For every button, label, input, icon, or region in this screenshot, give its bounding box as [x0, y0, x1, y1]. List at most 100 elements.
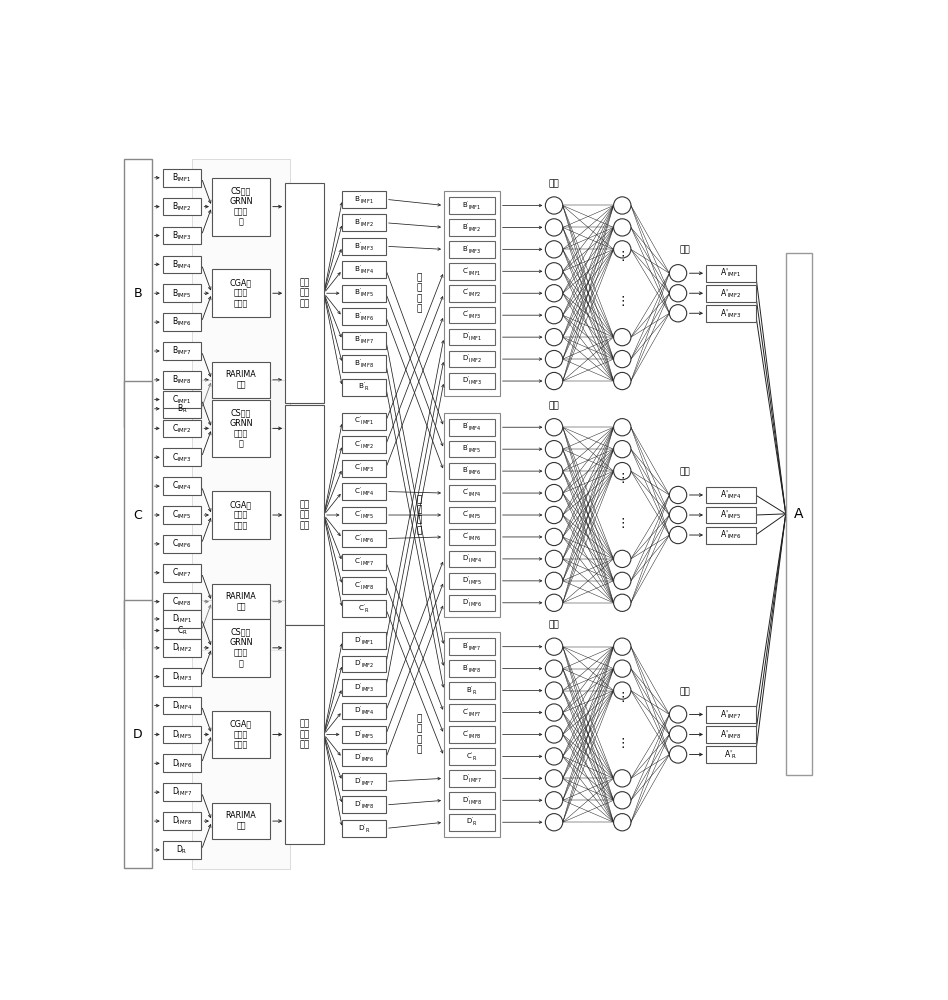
- Circle shape: [613, 462, 631, 480]
- Circle shape: [545, 594, 563, 611]
- Text: $\mathregular{D'}$$_{\mathregular{IMF8}}$: $\mathregular{D'}$$_{\mathregular{IMF8}}…: [462, 794, 482, 807]
- Circle shape: [545, 462, 563, 480]
- FancyBboxPatch shape: [163, 391, 201, 408]
- Text: $\mathregular{C'}$$_{\mathregular{IMF7}}$: $\mathregular{C'}$$_{\mathregular{IMF7}}…: [463, 706, 482, 719]
- Circle shape: [613, 350, 631, 368]
- Text: $\mathregular{D}$$_{\mathregular{IMF3}}$: $\mathregular{D}$$_{\mathregular{IMF3}}$: [172, 670, 192, 683]
- Text: $\mathregular{B}$$_{\mathregular{IMF4}}$: $\mathregular{B}$$_{\mathregular{IMF4}}$: [173, 258, 191, 271]
- FancyBboxPatch shape: [444, 413, 500, 617]
- Text: $\mathregular{B}$$_{\mathregular{IMF5}}$: $\mathregular{B}$$_{\mathregular{IMF5}}$: [173, 287, 191, 300]
- FancyBboxPatch shape: [444, 632, 500, 837]
- FancyBboxPatch shape: [163, 400, 201, 418]
- FancyBboxPatch shape: [342, 796, 386, 813]
- Text: $\mathregular{D}$$_{\mathregular{R}}$: $\mathregular{D}$$_{\mathregular{R}}$: [176, 844, 188, 856]
- Text: A'$_{\rm IMF6}$: A'$_{\rm IMF6}$: [720, 529, 741, 541]
- FancyBboxPatch shape: [342, 355, 386, 372]
- FancyBboxPatch shape: [342, 656, 386, 672]
- Text: ⋮: ⋮: [616, 737, 629, 750]
- FancyBboxPatch shape: [342, 238, 386, 255]
- Circle shape: [545, 372, 563, 390]
- FancyBboxPatch shape: [448, 814, 495, 831]
- Circle shape: [613, 814, 631, 831]
- FancyBboxPatch shape: [163, 506, 201, 524]
- Text: $\mathregular{C'}$$_{\mathregular{IMF5}}$: $\mathregular{C'}$$_{\mathregular{IMF5}}…: [355, 509, 374, 521]
- Text: $\mathregular{B'}$$_{\mathregular{IMF5}}$: $\mathregular{B'}$$_{\mathregular{IMF5}}…: [463, 443, 482, 455]
- FancyBboxPatch shape: [342, 413, 386, 430]
- Text: CGA优
化相关
向量机: CGA优 化相关 向量机: [229, 278, 252, 308]
- Text: $\mathregular{B}$$_{\mathregular{IMF6}}$: $\mathregular{B}$$_{\mathregular{IMF6}}$: [173, 316, 191, 328]
- Text: $\mathregular{C'}$$_{\mathregular{IMF1}}$: $\mathregular{C'}$$_{\mathregular{IMF1}}…: [463, 265, 482, 278]
- FancyBboxPatch shape: [342, 530, 386, 547]
- Circle shape: [545, 307, 563, 324]
- FancyBboxPatch shape: [163, 639, 201, 657]
- Text: $\mathregular{B'}$$_{\mathregular{IMF7}}$: $\mathregular{B'}$$_{\mathregular{IMF7}}…: [463, 640, 482, 653]
- Text: $\mathregular{C'}$$_{\mathregular{IMF8}}$: $\mathregular{C'}$$_{\mathregular{IMF8}}…: [462, 728, 482, 741]
- Text: $\mathregular{B'}$$_{\mathregular{IMF5}}$: $\mathregular{B'}$$_{\mathregular{IMF5}}…: [355, 287, 374, 299]
- Text: 超前
多步
预测: 超前 多步 预测: [300, 720, 310, 749]
- FancyBboxPatch shape: [448, 726, 495, 743]
- Text: 低
频
序
列: 低 频 序 列: [416, 714, 422, 755]
- FancyBboxPatch shape: [342, 483, 386, 500]
- Circle shape: [613, 550, 631, 568]
- FancyBboxPatch shape: [163, 256, 201, 273]
- FancyBboxPatch shape: [163, 313, 201, 331]
- Text: $\mathregular{C'}$$_{\mathregular{IMF2}}$: $\mathregular{C'}$$_{\mathregular{IMF2}}…: [463, 287, 482, 299]
- FancyBboxPatch shape: [163, 610, 201, 628]
- Circle shape: [613, 329, 631, 346]
- Circle shape: [613, 572, 631, 589]
- Text: C: C: [134, 509, 142, 522]
- Text: ⋮: ⋮: [616, 295, 629, 308]
- FancyBboxPatch shape: [706, 746, 756, 763]
- Circle shape: [613, 792, 631, 809]
- FancyBboxPatch shape: [342, 436, 386, 453]
- Circle shape: [669, 285, 686, 302]
- Text: $\mathregular{C'}$$_{\mathregular{IMF2}}$: $\mathregular{C'}$$_{\mathregular{IMF2}}…: [355, 438, 374, 451]
- FancyBboxPatch shape: [163, 227, 201, 244]
- Text: RARIMA
模型: RARIMA 模型: [226, 592, 256, 611]
- FancyBboxPatch shape: [448, 770, 495, 787]
- FancyBboxPatch shape: [285, 183, 324, 403]
- FancyBboxPatch shape: [212, 711, 270, 758]
- FancyBboxPatch shape: [163, 535, 201, 553]
- Text: A'$_{\rm IMF7}$: A'$_{\rm IMF7}$: [720, 708, 741, 721]
- Text: $\mathregular{D}$$_{\mathregular{IMF4}}$: $\mathregular{D}$$_{\mathregular{IMF4}}$: [172, 699, 192, 712]
- Text: ⋮: ⋮: [616, 691, 629, 704]
- FancyBboxPatch shape: [212, 269, 270, 317]
- FancyBboxPatch shape: [448, 285, 495, 302]
- Text: 输出: 输出: [680, 687, 690, 696]
- Text: $\mathregular{C}$$_{\mathregular{IMF2}}$: $\mathregular{C}$$_{\mathregular{IMF2}}$: [173, 422, 191, 435]
- FancyBboxPatch shape: [448, 351, 495, 367]
- FancyBboxPatch shape: [124, 381, 152, 649]
- Circle shape: [545, 197, 563, 214]
- FancyBboxPatch shape: [163, 783, 201, 801]
- Text: 输入: 输入: [549, 401, 559, 410]
- Text: $\mathregular{D'}$$_{\mathregular{IMF2}}$: $\mathregular{D'}$$_{\mathregular{IMF2}}…: [462, 353, 482, 365]
- Text: ⋮: ⋮: [616, 472, 629, 485]
- Text: $\mathregular{C}$$_{\mathregular{IMF6}}$: $\mathregular{C}$$_{\mathregular{IMF6}}$: [173, 538, 191, 550]
- Text: $\mathregular{C'}$$_{\mathregular{IMF3}}$: $\mathregular{C'}$$_{\mathregular{IMF3}}…: [462, 309, 482, 321]
- FancyBboxPatch shape: [342, 507, 386, 523]
- FancyBboxPatch shape: [342, 214, 386, 231]
- Text: $\mathregular{C'}$$_{\mathregular{IMF5}}$: $\mathregular{C'}$$_{\mathregular{IMF5}}…: [462, 509, 482, 521]
- FancyBboxPatch shape: [342, 726, 386, 743]
- Circle shape: [545, 263, 563, 280]
- Text: A'$_{\rm IMF8}$: A'$_{\rm IMF8}$: [720, 728, 741, 741]
- FancyBboxPatch shape: [342, 308, 386, 325]
- Text: $\mathregular{B}$$_{\mathregular{IMF3}}$: $\mathregular{B}$$_{\mathregular{IMF3}}$: [173, 229, 191, 242]
- FancyBboxPatch shape: [192, 600, 290, 869]
- Text: $\mathregular{C'}$$_{\mathregular{IMF3}}$: $\mathregular{C'}$$_{\mathregular{IMF3}}…: [355, 462, 374, 474]
- FancyBboxPatch shape: [212, 619, 270, 677]
- Text: $\mathregular{D'}$$_{\mathregular{R}}$: $\mathregular{D'}$$_{\mathregular{R}}$: [465, 816, 478, 828]
- Text: $\mathregular{B'}$$_{\mathregular{IMF2}}$: $\mathregular{B'}$$_{\mathregular{IMF2}}…: [355, 217, 374, 229]
- FancyBboxPatch shape: [285, 625, 324, 844]
- FancyBboxPatch shape: [448, 329, 495, 345]
- FancyBboxPatch shape: [448, 682, 495, 699]
- FancyBboxPatch shape: [706, 487, 756, 503]
- Text: 超前
多步
预测: 超前 多步 预测: [300, 278, 310, 308]
- Circle shape: [545, 241, 563, 258]
- Text: $\mathregular{C}$$_{\mathregular{IMF7}}$: $\mathregular{C}$$_{\mathregular{IMF7}}$: [173, 567, 191, 579]
- Text: $\mathregular{B'}$$_{\mathregular{IMF4}}$: $\mathregular{B'}$$_{\mathregular{IMF4}}…: [462, 421, 482, 433]
- FancyBboxPatch shape: [448, 419, 495, 436]
- FancyBboxPatch shape: [342, 703, 386, 719]
- Text: $\mathregular{C}$$_{\mathregular{IMF4}}$: $\mathregular{C}$$_{\mathregular{IMF4}}$: [173, 480, 191, 492]
